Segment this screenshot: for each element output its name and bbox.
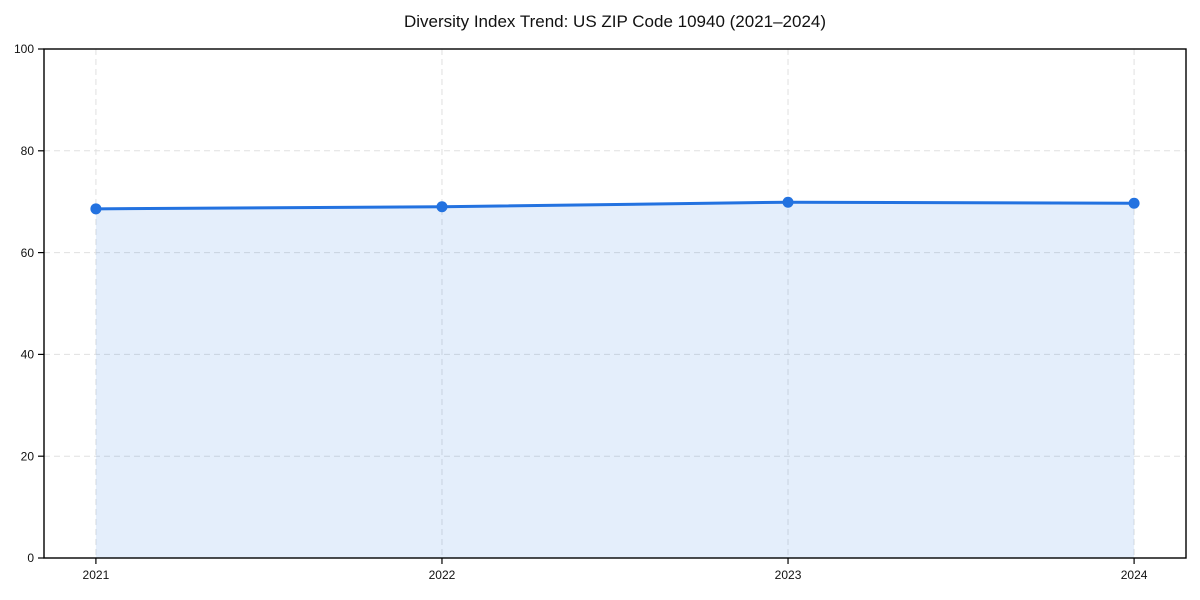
y-tick-label: 100 [14, 42, 34, 56]
trend-line [94, 200, 1136, 211]
x-tick-label: 2023 [775, 568, 802, 582]
data-point-marker [782, 196, 794, 208]
chart-title: Diversity Index Trend: US ZIP Code 10940… [403, 12, 827, 31]
plot-border [43, 48, 1187, 559]
y-tick-label: 60 [21, 246, 35, 260]
data-point-marker [90, 203, 102, 215]
y-tick-label: 80 [21, 144, 35, 158]
data-point-marker [1128, 197, 1140, 209]
x-tick-label: 2022 [429, 568, 456, 582]
area-fill [95, 202, 1135, 559]
x-tick-label: 2024 [1121, 568, 1148, 582]
y-tick-label: 20 [21, 449, 35, 463]
y-tick-label: 40 [21, 348, 35, 362]
x-tick-label: 2021 [83, 568, 110, 582]
y-tick-label: 0 [27, 551, 34, 565]
data-point-marker [436, 201, 448, 213]
